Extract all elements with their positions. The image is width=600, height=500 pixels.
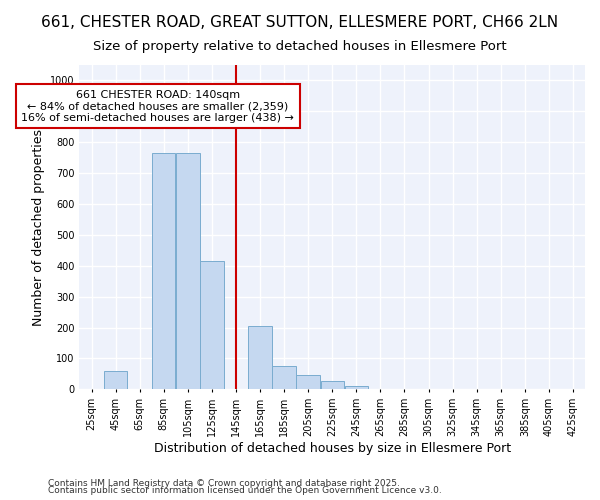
Bar xyxy=(200,261,224,390)
Text: 661, CHESTER ROAD, GREAT SUTTON, ELLESMERE PORT, CH66 2LN: 661, CHESTER ROAD, GREAT SUTTON, ELLESME… xyxy=(41,15,559,30)
Bar xyxy=(320,380,344,390)
Text: Contains public sector information licensed under the Open Government Licence v3: Contains public sector information licen… xyxy=(48,486,442,495)
Bar xyxy=(248,326,272,390)
Bar xyxy=(152,153,175,390)
Bar xyxy=(272,366,296,390)
Text: Contains HM Land Registry data © Crown copyright and database right 2025.: Contains HM Land Registry data © Crown c… xyxy=(48,478,400,488)
X-axis label: Distribution of detached houses by size in Ellesmere Port: Distribution of detached houses by size … xyxy=(154,442,511,455)
Y-axis label: Number of detached properties: Number of detached properties xyxy=(32,128,44,326)
Bar xyxy=(176,153,200,390)
Text: 661 CHESTER ROAD: 140sqm
← 84% of detached houses are smaller (2,359)
16% of sem: 661 CHESTER ROAD: 140sqm ← 84% of detach… xyxy=(21,90,294,123)
Bar xyxy=(296,376,320,390)
Text: Size of property relative to detached houses in Ellesmere Port: Size of property relative to detached ho… xyxy=(93,40,507,53)
Bar xyxy=(104,371,127,390)
Bar xyxy=(344,386,368,390)
